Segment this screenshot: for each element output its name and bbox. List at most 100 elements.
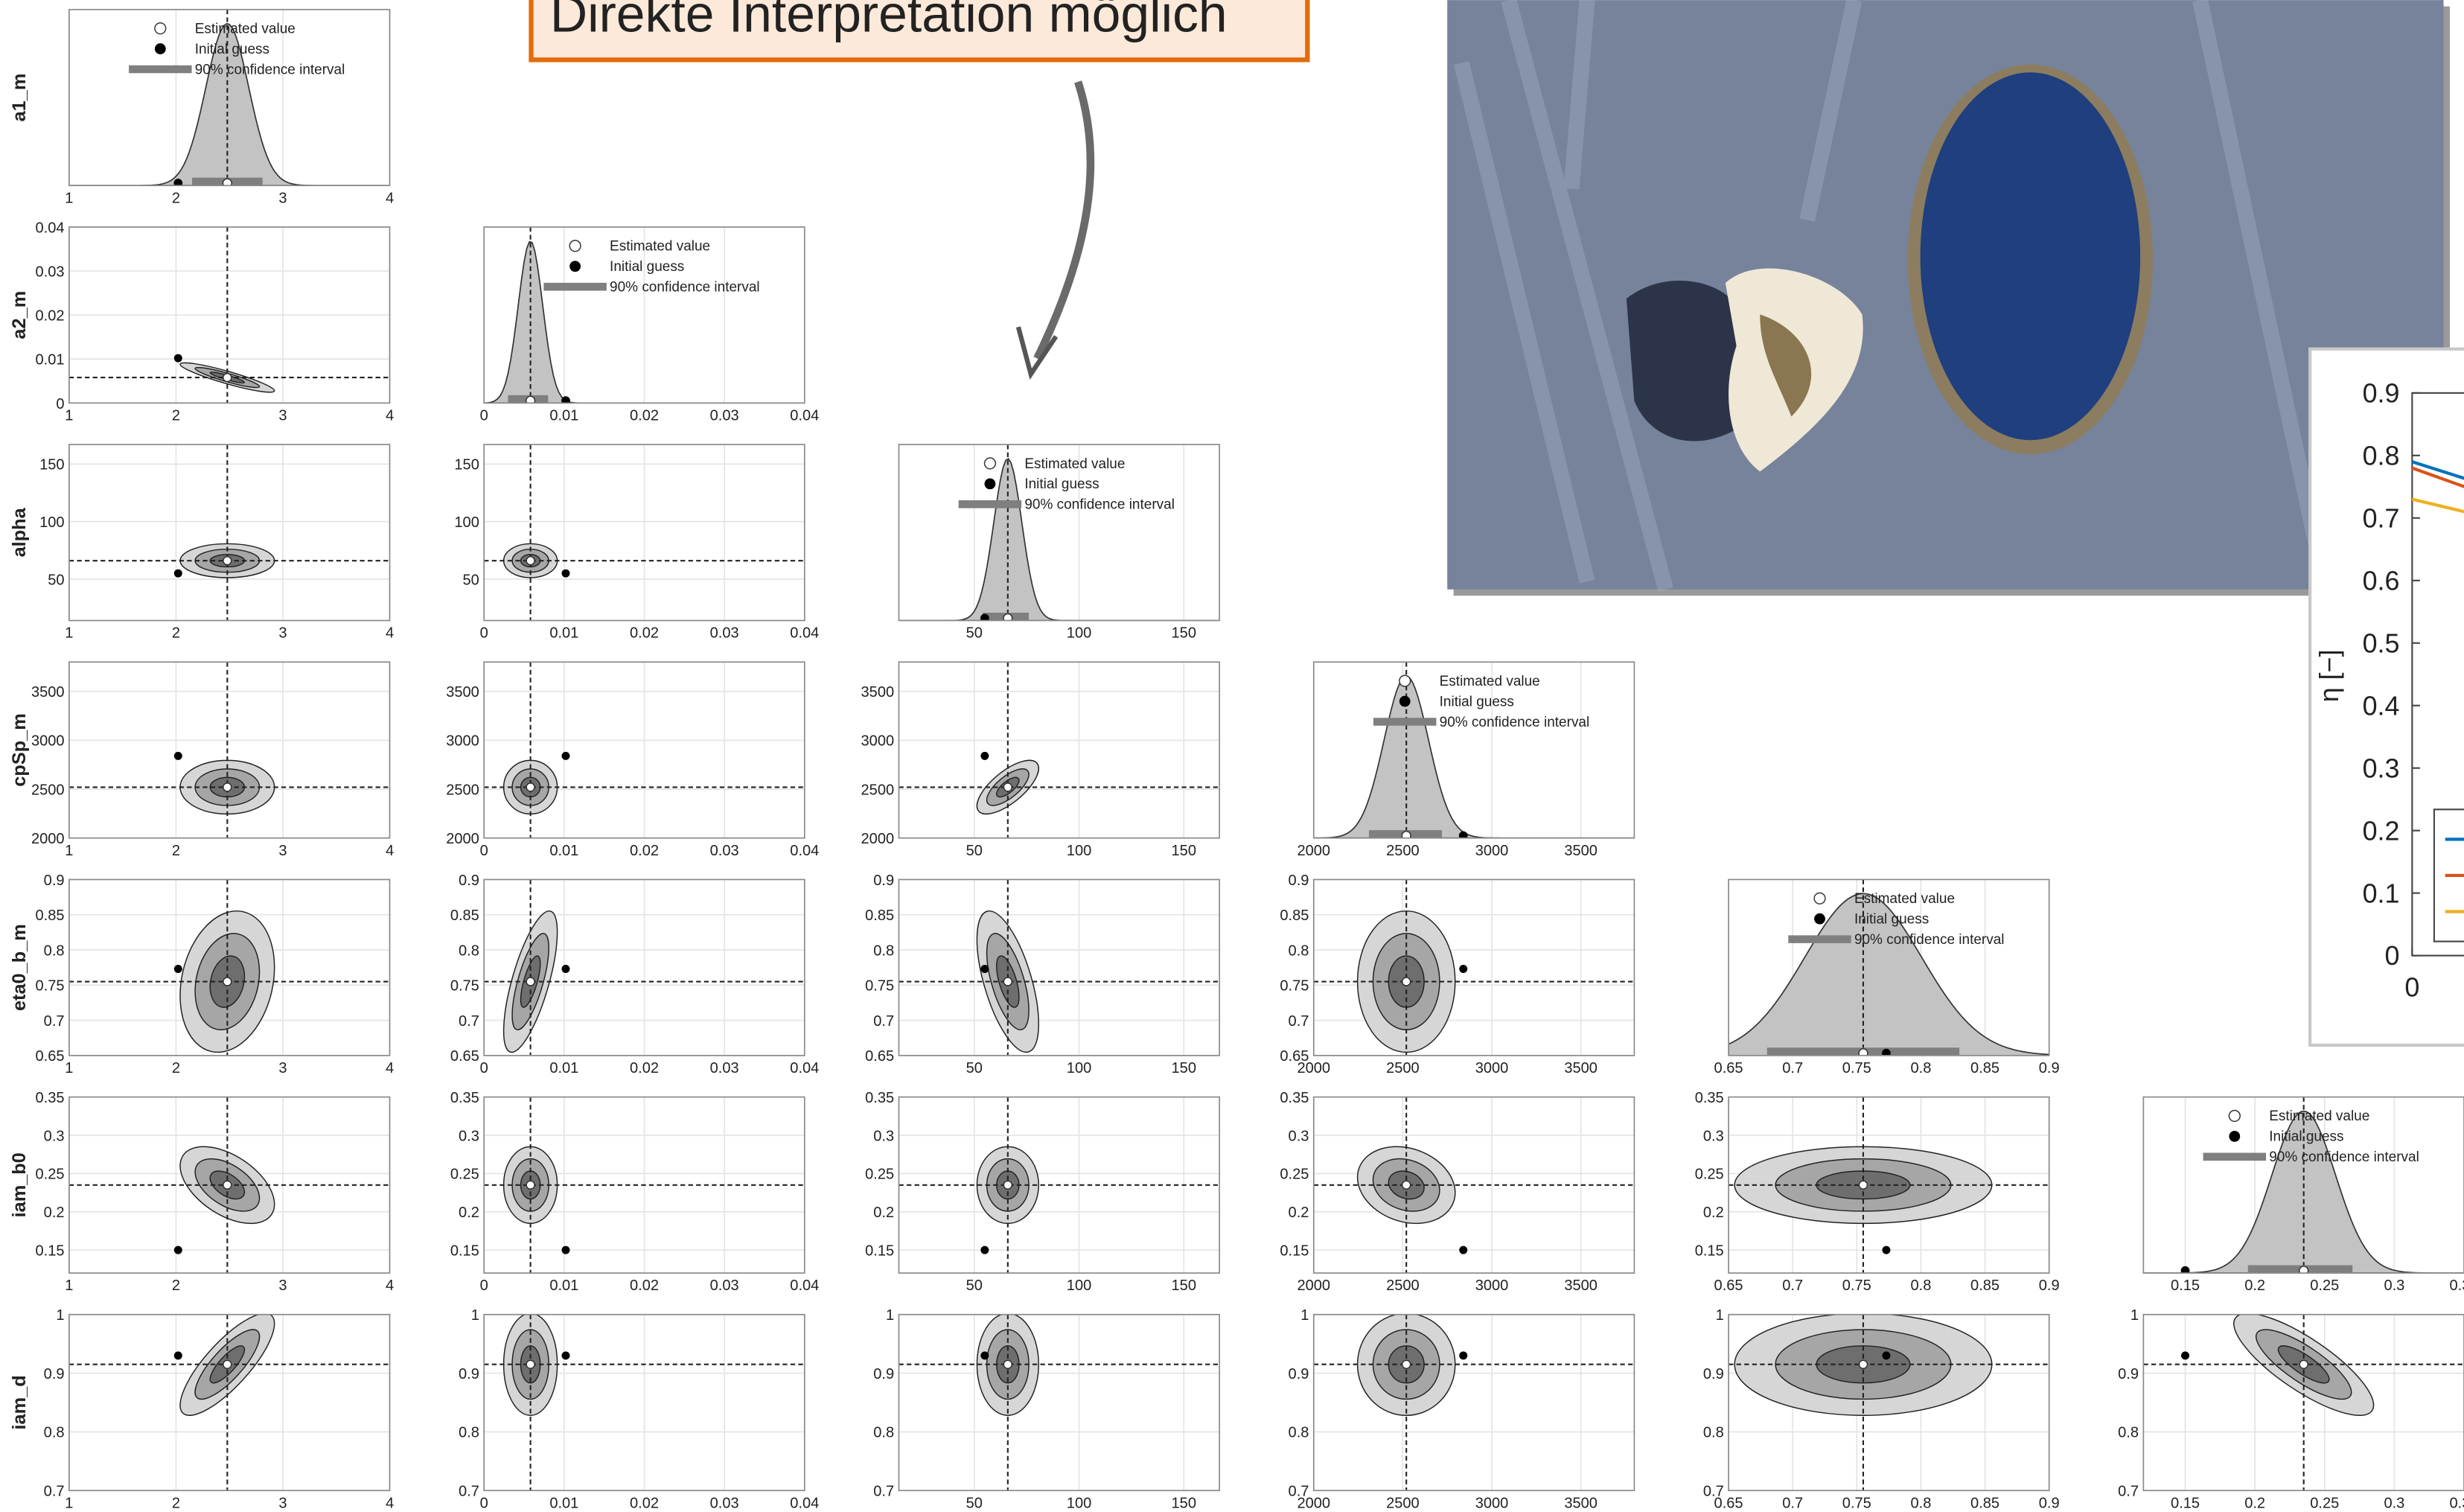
initial-point	[980, 613, 989, 621]
x-tick-label: 100	[1067, 1277, 1091, 1294]
panel-frame	[483, 444, 805, 622]
y-tick-label: 0.15	[36, 1243, 65, 1260]
x-tick-label: 3	[278, 1060, 287, 1076]
legend-label: Estimated value	[195, 21, 296, 36]
y-tick-label: 0.7	[1289, 1013, 1309, 1030]
initial-point	[980, 1351, 989, 1360]
x-tick-label: 2	[172, 625, 180, 642]
x-tick-label: 4	[386, 1495, 394, 1511]
panel-content	[484, 444, 805, 621]
initial-point	[980, 965, 989, 974]
y-tick-label: 3500	[861, 684, 895, 701]
panel-background	[899, 1314, 1220, 1491]
y-tick-label: 0.9	[459, 873, 479, 889]
panel-frame	[68, 878, 391, 1056]
x-tick-label: 2000	[1297, 843, 1330, 859]
x-tick-label: 0.03	[710, 843, 739, 859]
panel-content	[68, 9, 390, 186]
panel-content	[1729, 879, 2049, 1056]
x-tick-label: 0.9	[2039, 1277, 2060, 1294]
x-tick-label: 3500	[1564, 1495, 1598, 1511]
y-tick-label: 0.9	[44, 1366, 65, 1382]
panel-frame	[68, 1096, 391, 1274]
y-tick-label: 0.75	[865, 978, 894, 995]
panel-content	[68, 1097, 390, 1274]
x-tick-label: 150	[1172, 1060, 1196, 1076]
x-tick-label: 0.75	[1842, 1495, 1871, 1511]
y-tick-label: 0.6	[2363, 566, 2400, 596]
panel: 2000 2500 3000 3500 0.65 0.7 0.75 0.8 0.85 0.9	[1280, 873, 1635, 1076]
y-tick-label: 1	[886, 1307, 894, 1324]
legend-label: Estimated value	[1440, 674, 1540, 689]
panel-content	[1313, 662, 1635, 838]
legend-label: Estimated value	[1024, 456, 1125, 472]
x-tick-label: 50	[966, 1277, 983, 1294]
y-tick-label: 0.9	[459, 1366, 479, 1382]
panel: 1 2 3 4 0.7 0.8 0.9 1 iam_d a1_m	[9, 1307, 394, 1512]
y-tick-label: 0.15	[1280, 1243, 1309, 1260]
y-tick-label: 2500	[31, 782, 65, 798]
x-tick-label: 1	[65, 843, 73, 859]
y-tick-label: 150	[39, 457, 64, 473]
estimate-point	[1003, 1180, 1013, 1190]
x-tick-label: 0	[480, 1277, 488, 1294]
panel: 0.65 0.7 0.75 0.8 0.85 0.9 Estimated value Init…	[1714, 878, 2060, 1076]
y-tick-label: 0.8	[459, 942, 479, 959]
x-tick-label: 0.8	[1911, 1060, 1932, 1076]
initial-point	[1459, 1351, 1468, 1360]
x-tick-label: 50	[966, 1495, 983, 1511]
x-tick-label: 0	[480, 1495, 488, 1511]
panel-content	[68, 226, 390, 403]
legend-label: 90% confidence interval	[1440, 715, 1590, 730]
x-axis-title: a1_m	[205, 1511, 254, 1512]
panel-frame	[898, 878, 1220, 1056]
panel-frame	[898, 661, 1220, 839]
y-tick-label: 0.3	[1703, 1128, 1724, 1144]
legend-label: 90% confidence interval	[2269, 1149, 2419, 1165]
panel: 1 2 3 4 50 100 150 alpha	[9, 444, 394, 642]
density	[484, 240, 805, 403]
x-tick-label: 0.01	[549, 1495, 578, 1511]
y-tick-label: 0	[56, 396, 64, 412]
x-tick-label: 100	[1067, 625, 1091, 642]
y-tick-label: 0.7	[459, 1484, 479, 1500]
y-tick-label: 0.65	[450, 1048, 479, 1065]
estimate-point	[526, 782, 535, 792]
initial-point	[173, 751, 182, 760]
x-tick-label: 0.85	[1970, 1495, 1999, 1511]
x-tick-label: 2000	[1297, 1060, 1330, 1076]
y-tick-label: 0.7	[1703, 1484, 1724, 1500]
y-tick-label: 0.9	[2363, 379, 2400, 409]
x-tick-label: 0.2	[2244, 1495, 2265, 1511]
x-axis-title: iam_b0	[2271, 1511, 2336, 1512]
x-tick-label: 0.65	[1714, 1277, 1743, 1294]
x-tick-label: 0	[480, 408, 488, 424]
panel: 1 2 3 4 Estimated value Initial guess 90% conf…	[9, 8, 394, 206]
initial-point	[561, 1351, 570, 1360]
panel-frame	[898, 444, 1220, 622]
y-tick-label: 2000	[446, 831, 479, 847]
x-tick-label: 3	[278, 1277, 287, 1294]
x-tick-label: 3000	[1475, 1495, 1509, 1511]
arrow-head	[1015, 326, 1059, 380]
annotation-box	[529, 0, 1310, 63]
y-tick-label: 0.3	[873, 1128, 894, 1144]
panel: 1 2 3 4 0.15 0.2 0.25 0.3 0.35 iam_b0	[9, 1090, 394, 1294]
y-tick-label: 1	[2131, 1307, 2139, 1324]
y-tick-label: 0.25	[865, 1167, 894, 1183]
y-tick-label: 0.7	[873, 1484, 894, 1500]
x-tick-label: 0	[480, 843, 488, 859]
y-tick-label: 0.8	[873, 1425, 894, 1441]
initial-point	[561, 396, 570, 403]
x-tick-label: 0.7	[1782, 1060, 1803, 1076]
legend-label: Initial guess	[195, 42, 269, 57]
y-tick-label: 0.7	[459, 1013, 479, 1030]
x-tick-label: 0.75	[1842, 1277, 1871, 1294]
panel-background	[68, 444, 390, 621]
x-tick-label: 2000	[1297, 1277, 1330, 1294]
x-tick-label: 0.65	[1714, 1495, 1743, 1511]
x-tick-label: 0.9	[2039, 1060, 2060, 1076]
y-tick-label: 0.3	[1289, 1128, 1309, 1144]
y-tick-label: 0.1	[2363, 878, 2400, 908]
x-axis-title: alpha	[1035, 1511, 1085, 1512]
